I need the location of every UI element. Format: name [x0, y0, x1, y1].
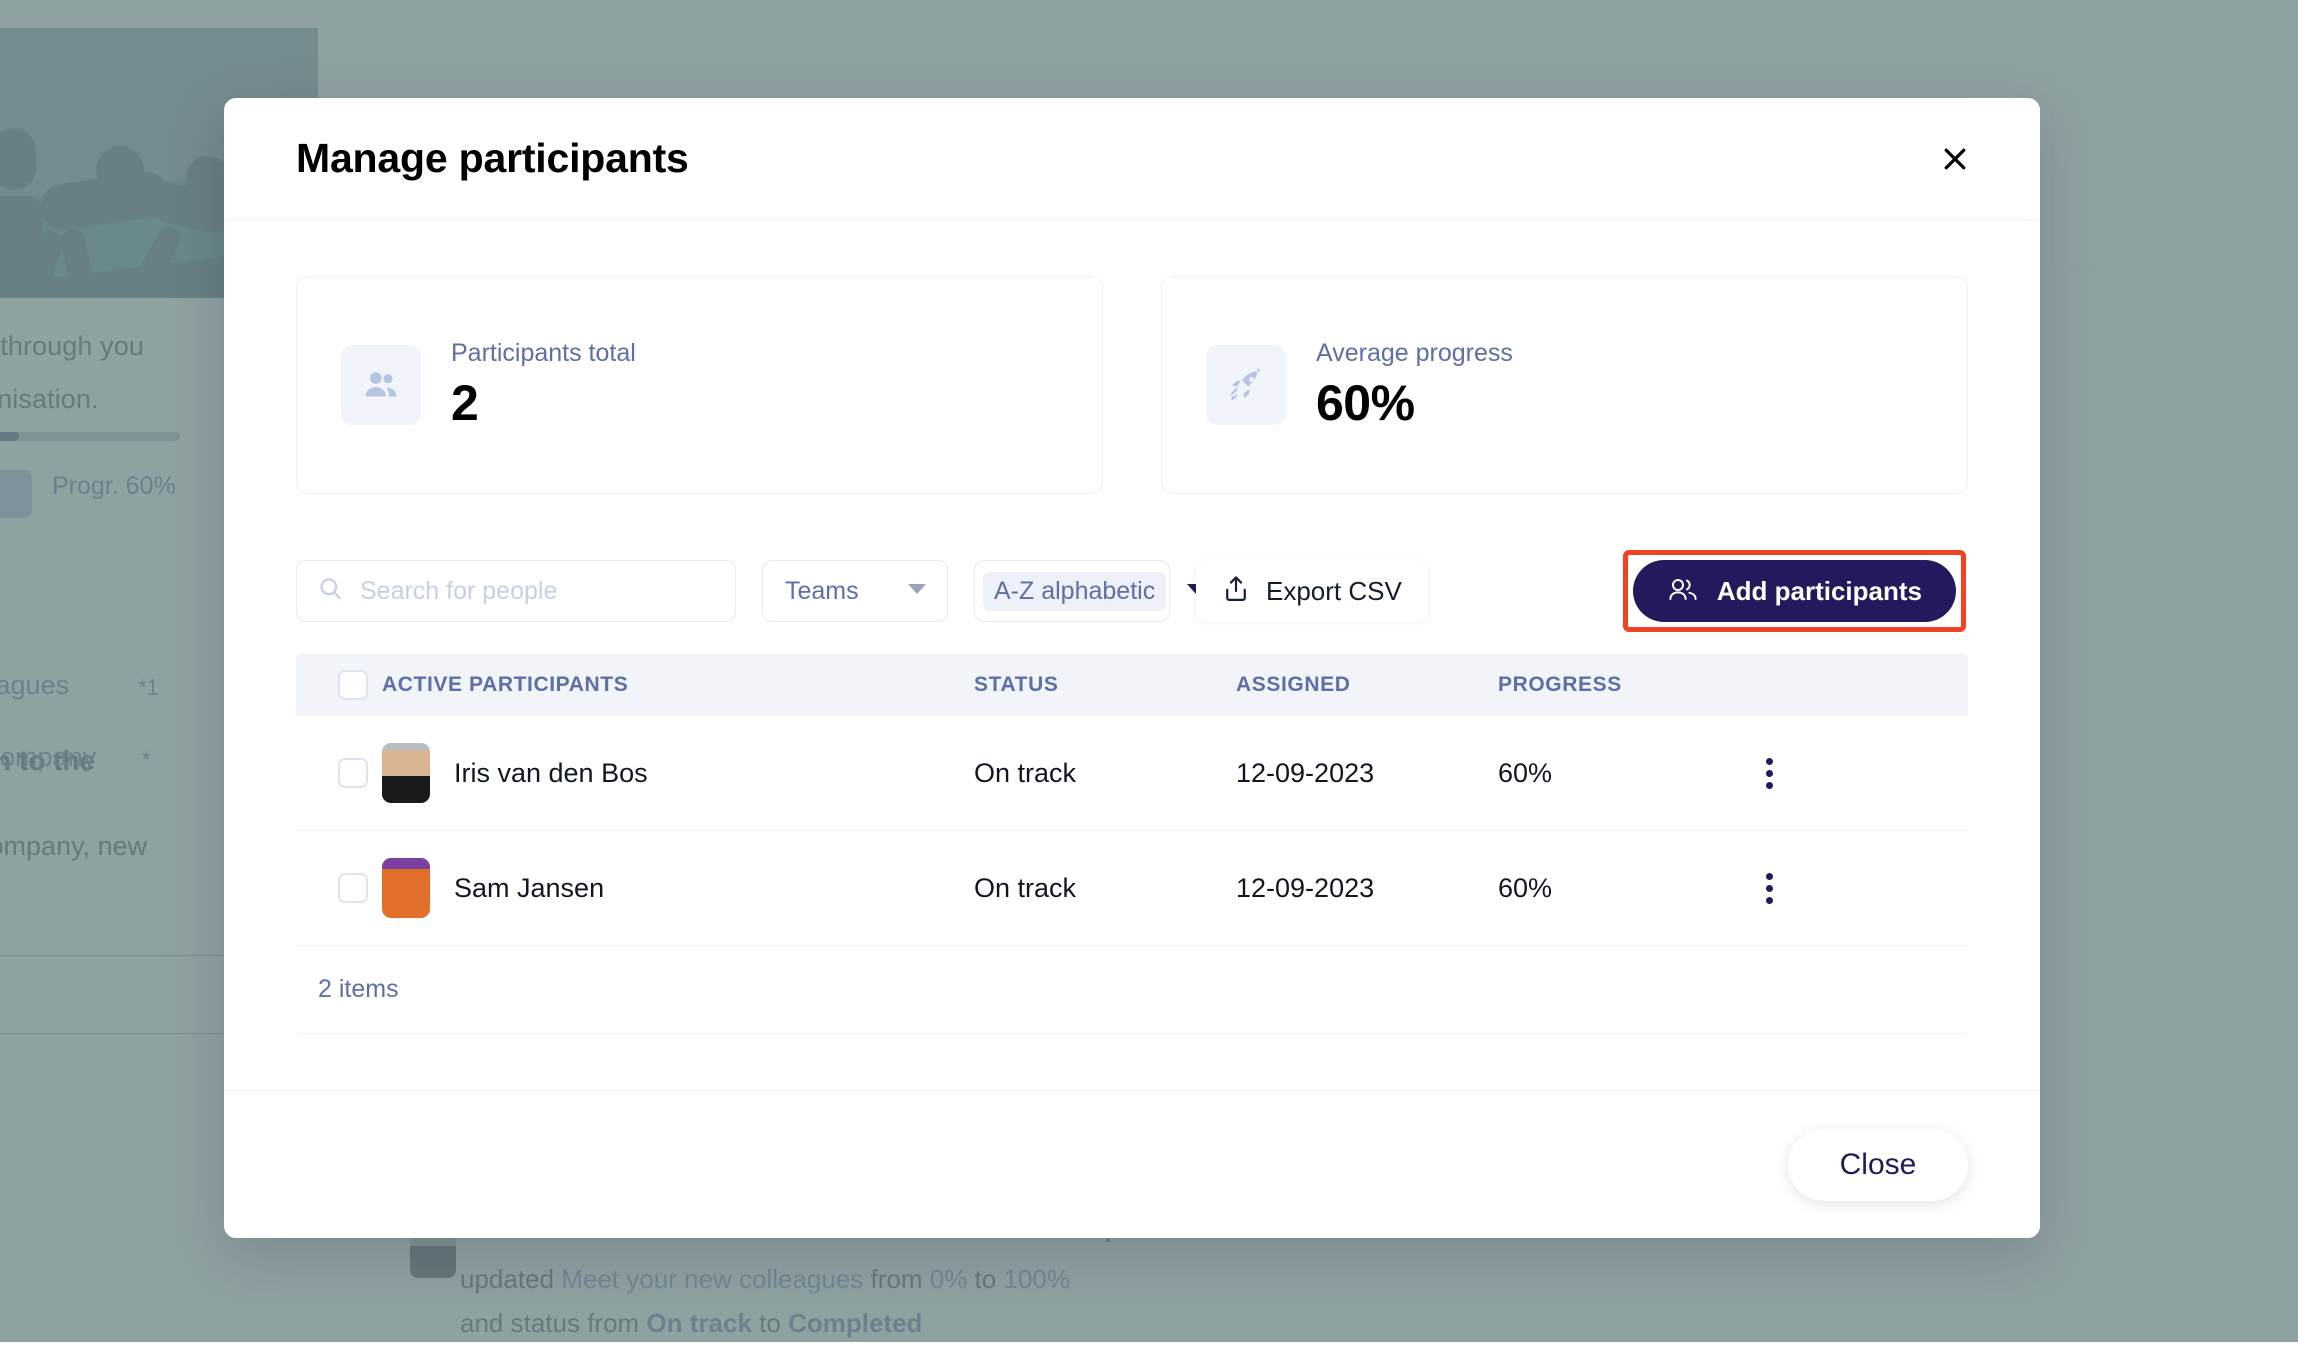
participant-name: Iris van den Bos — [454, 758, 648, 789]
avatar — [382, 858, 430, 918]
people-icon — [341, 345, 421, 425]
stats-row: Participants total 2 — [296, 276, 1968, 494]
close-button[interactable]: Close — [1788, 1129, 1968, 1201]
stat-text-average-progress: Average progress 60% — [1316, 339, 1513, 432]
manage-participants-dialog: Manage participants Participants tot — [224, 98, 2040, 1238]
column-header-name[interactable]: ACTIVE PARTICIPANTS — [382, 673, 974, 697]
row-menu-icon[interactable] — [1766, 758, 1774, 789]
table-row[interactable]: Iris van den Bos On track 12-09-2023 60% — [296, 716, 1968, 831]
sort-order-select[interactable]: A-Z alphabetic — [974, 560, 1170, 622]
select-all-cell — [296, 670, 382, 700]
participant-progress: 60% — [1498, 758, 1728, 789]
column-header-progress[interactable]: PROGRESS — [1498, 673, 1728, 697]
search-box[interactable] — [296, 560, 736, 622]
users-icon — [1667, 577, 1699, 606]
avatar — [382, 743, 430, 803]
row-checkbox[interactable] — [338, 873, 368, 903]
stat-label: Participants total — [451, 339, 636, 368]
close-icon[interactable] — [1932, 136, 1978, 182]
participant-status: On track — [974, 758, 1236, 789]
page-title: Manage participants — [296, 135, 689, 182]
participant-assigned-date: 12-09-2023 — [1236, 758, 1498, 789]
select-all-checkbox[interactable] — [338, 670, 368, 700]
search-icon — [317, 575, 344, 607]
sort-order-value: A-Z alphabetic — [983, 572, 1166, 611]
participant-status: On track — [974, 873, 1236, 904]
column-header-status[interactable]: STATUS — [974, 673, 1236, 697]
row-select-cell — [296, 758, 382, 788]
upload-icon — [1222, 574, 1250, 609]
participants-table: ACTIVE PARTICIPANTS STATUS ASSIGNED PROG… — [296, 654, 1968, 1034]
participant-name: Sam Jansen — [454, 873, 604, 904]
row-menu-icon[interactable] — [1766, 873, 1774, 904]
row-actions-cell — [1728, 873, 1968, 904]
export-csv-button[interactable]: Export CSV — [1196, 560, 1428, 622]
teams-filter-value: Teams — [785, 577, 859, 606]
search-input[interactable] — [360, 577, 715, 606]
table-toolbar: Teams A-Z alphabetic Export CS — [296, 550, 1968, 632]
row-name-cell: Sam Jansen — [382, 858, 974, 918]
rocket-icon — [1206, 345, 1286, 425]
teams-filter-select[interactable]: Teams — [762, 560, 948, 622]
dialog-body: Participants total 2 — [224, 220, 2040, 1090]
stat-text-participants-total: Participants total 2 — [451, 339, 636, 432]
stat-value: 60% — [1316, 374, 1513, 432]
column-header-assigned[interactable]: ASSIGNED — [1236, 673, 1498, 697]
table-header-row: ACTIVE PARTICIPANTS STATUS ASSIGNED PROG… — [296, 654, 1968, 716]
chevron-down-icon — [907, 582, 927, 601]
stat-card-participants-total: Participants total 2 — [296, 276, 1103, 494]
table-row[interactable]: Sam Jansen On track 12-09-2023 60% — [296, 831, 1968, 946]
export-csv-label: Export CSV — [1266, 576, 1402, 607]
stat-value: 2 — [451, 374, 636, 432]
participant-progress: 60% — [1498, 873, 1728, 904]
row-actions-cell — [1728, 758, 1968, 789]
table-footer: 2 items — [296, 946, 1968, 1034]
participant-assigned-date: 12-09-2023 — [1236, 873, 1498, 904]
row-select-cell — [296, 873, 382, 903]
stat-card-average-progress: Average progress 60% — [1161, 276, 1968, 494]
row-checkbox[interactable] — [338, 758, 368, 788]
add-participants-highlight: Add participants — [1623, 550, 1966, 632]
add-participants-label: Add participants — [1717, 576, 1922, 607]
add-participants-button[interactable]: Add participants — [1633, 560, 1956, 622]
row-name-cell: Iris van den Bos — [382, 743, 974, 803]
dialog-header: Manage participants — [224, 98, 2040, 220]
item-count: 2 items — [318, 975, 399, 1004]
stat-label: Average progress — [1316, 339, 1513, 368]
dialog-footer: Close — [224, 1090, 2040, 1238]
